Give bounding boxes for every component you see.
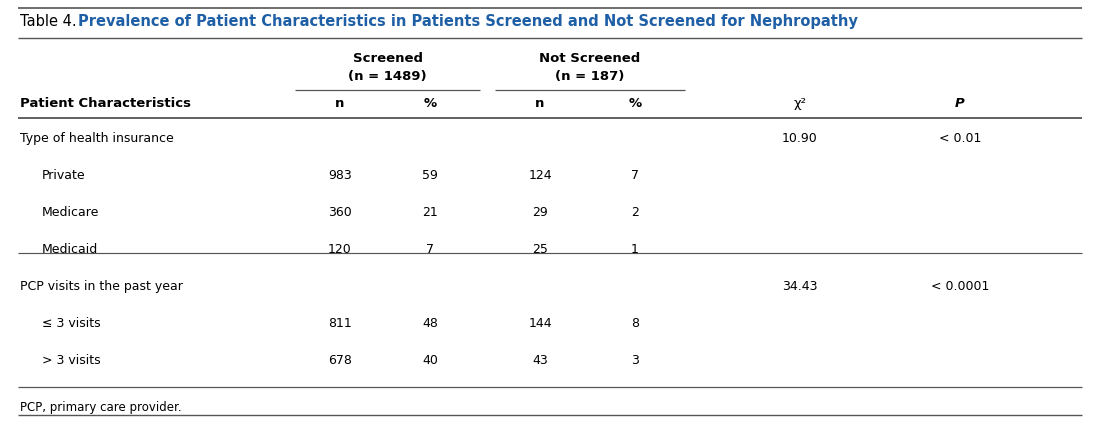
Text: Medicaid: Medicaid	[42, 243, 98, 256]
Text: 40: 40	[422, 354, 438, 367]
Text: (n = 187): (n = 187)	[556, 70, 625, 83]
Text: 25: 25	[532, 243, 548, 256]
Text: Medicare: Medicare	[42, 206, 99, 219]
Text: Screened: Screened	[352, 52, 422, 65]
Text: < 0.01: < 0.01	[938, 132, 981, 145]
Text: 811: 811	[328, 317, 352, 330]
Text: Private: Private	[42, 169, 86, 182]
Text: n: n	[536, 97, 544, 110]
Text: (n = 1489): (n = 1489)	[349, 70, 427, 83]
Text: Prevalence of Patient Characteristics in Patients Screened and Not Screened for : Prevalence of Patient Characteristics in…	[78, 14, 858, 29]
Text: PCP visits in the past year: PCP visits in the past year	[20, 280, 183, 293]
Text: > 3 visits: > 3 visits	[42, 354, 100, 367]
Text: 678: 678	[328, 354, 352, 367]
Text: Table 4.: Table 4.	[20, 14, 81, 29]
Text: 1: 1	[631, 243, 639, 256]
Text: PCP, primary care provider.: PCP, primary care provider.	[20, 401, 182, 414]
Text: χ²: χ²	[793, 97, 806, 110]
Text: 21: 21	[422, 206, 438, 219]
Text: 360: 360	[328, 206, 352, 219]
Text: %: %	[424, 97, 437, 110]
Text: Not Screened: Not Screened	[539, 52, 640, 65]
Text: 48: 48	[422, 317, 438, 330]
Text: 144: 144	[528, 317, 552, 330]
Text: 29: 29	[532, 206, 548, 219]
Text: %: %	[628, 97, 641, 110]
Text: 43: 43	[532, 354, 548, 367]
Text: 983: 983	[328, 169, 352, 182]
Text: 2: 2	[631, 206, 639, 219]
Text: n: n	[336, 97, 344, 110]
Text: 7: 7	[426, 243, 434, 256]
Text: 124: 124	[528, 169, 552, 182]
Text: ≤ 3 visits: ≤ 3 visits	[42, 317, 100, 330]
Text: 10.90: 10.90	[782, 132, 818, 145]
Text: 34.43: 34.43	[782, 280, 817, 293]
Text: 59: 59	[422, 169, 438, 182]
Text: 7: 7	[631, 169, 639, 182]
Text: < 0.0001: < 0.0001	[931, 280, 989, 293]
Text: 8: 8	[631, 317, 639, 330]
Text: P: P	[955, 97, 965, 110]
Text: 3: 3	[631, 354, 639, 367]
Text: Type of health insurance: Type of health insurance	[20, 132, 174, 145]
Text: 120: 120	[328, 243, 352, 256]
Text: Patient Characteristics: Patient Characteristics	[20, 97, 191, 110]
